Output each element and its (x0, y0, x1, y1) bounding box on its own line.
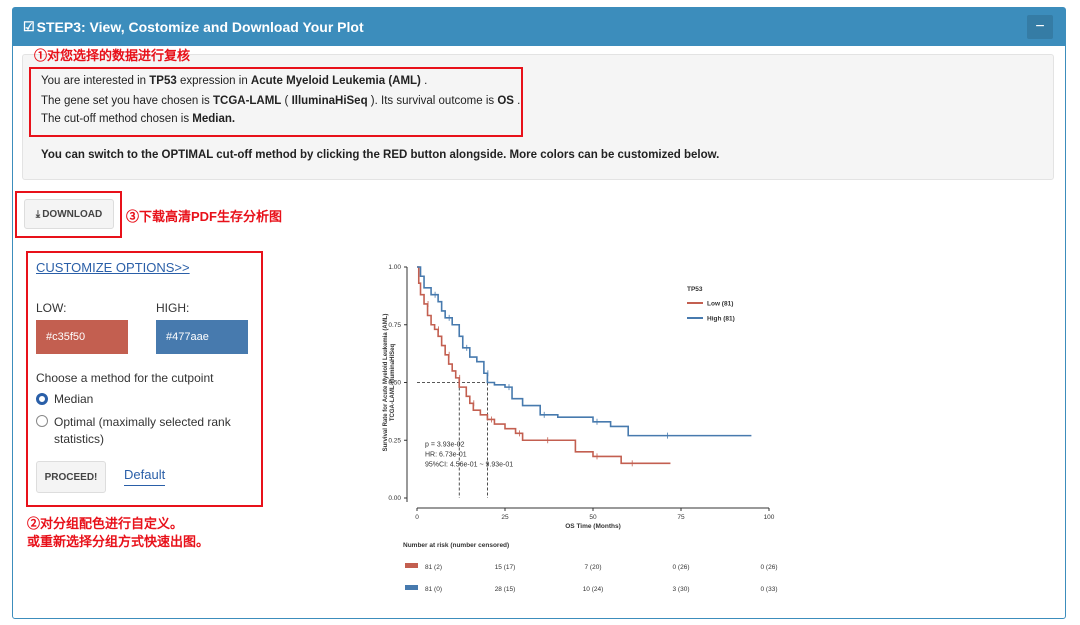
panel-header: ☑ STEP3: View, Costomize and Download Yo… (13, 8, 1065, 46)
info-line-cutoff: The cut-off method chosen is Median. (41, 113, 236, 125)
annotation-review: ①对您选择的数据进行复核 (34, 48, 191, 63)
risk-cell: 81 (2) (425, 564, 442, 571)
y-axis-title: Survival Rate for Acute Myeloid Leukemia… (383, 314, 389, 452)
cutpoint-method-label: Choose a method for the cutpoint (36, 371, 214, 385)
info-line-switch-hint: You can switch to the OPTIMAL cut-off me… (41, 149, 720, 161)
risk-cell: 28 (15) (495, 586, 516, 593)
info-line-geneset: The gene set you have chosen is TCGA-LAM… (41, 95, 521, 107)
km-curve-high (417, 266, 752, 437)
download-button[interactable]: ⤓ DOWNLOAD (24, 199, 114, 229)
download-highlight-box (15, 191, 122, 238)
stat-text: 95%CI: 4.56e-01 ~ 9.93e-01 (425, 461, 513, 468)
y-tick-label: 0.50 (388, 380, 401, 387)
collapse-button[interactable]: − (1027, 15, 1053, 39)
customize-highlight-box (26, 251, 263, 507)
risk-cell: 15 (17) (495, 564, 516, 571)
risk-cell: 0 (33) (761, 586, 778, 593)
x-axis-title: OS Time (Months) (565, 523, 621, 530)
radio-optimal[interactable]: Optimal (maximally selected rank statisti… (36, 414, 231, 448)
proceed-button[interactable]: PROCEED! (36, 461, 106, 493)
legend-title: TP53 (687, 286, 703, 293)
risk-table-title: Number at risk (number censored) (403, 542, 509, 549)
x-tick-label: 50 (589, 514, 597, 521)
customize-options-link[interactable]: CUSTOMIZE OPTIONS>> (36, 260, 190, 275)
info-line-interest: You are interested in TP53 expression in… (41, 75, 428, 87)
radio-optimal-label: Optimal (maximally selected rank statisti… (54, 415, 231, 446)
x-tick-label: 0 (415, 514, 419, 521)
download-button-label: DOWNLOAD (42, 208, 103, 220)
stat-text: p = 3.93e-02 (425, 441, 465, 448)
info-well: You are interested in TP53 expression in… (22, 54, 1054, 180)
y-axis-subtitle: TCGA-LAML-IlluminaHiSeq (390, 344, 396, 422)
legend-entry: Low (81) (707, 301, 733, 308)
risk-cell: 7 (20) (585, 564, 602, 571)
high-color-picker[interactable]: #477aae (156, 320, 248, 354)
radio-median-label: Median (54, 392, 94, 406)
risk-cell: 3 (30) (673, 586, 690, 593)
risk-cell: 0 (26) (673, 564, 690, 571)
low-color-label: LOW: (36, 301, 67, 315)
risk-cell: 81 (0) (425, 586, 442, 593)
low-color-picker[interactable]: #c35f50 (36, 320, 128, 354)
stat-text: HR: 6.73e-01 (425, 451, 467, 458)
legend-entry: High (81) (707, 316, 735, 323)
risk-cell: 10 (24) (583, 586, 604, 593)
risk-row-swatch (405, 563, 418, 568)
risk-cell: 0 (26) (761, 564, 778, 571)
annotation-download: ③下载高清PDF生存分析图 (126, 209, 283, 224)
default-link[interactable]: Default (124, 467, 166, 486)
x-tick-label: 25 (501, 514, 509, 521)
panel-title: STEP3: View, Costomize and Download Your… (36, 19, 364, 35)
y-tick-label: 0.00 (388, 495, 401, 502)
x-tick-label: 75 (677, 514, 685, 521)
risk-row-swatch (405, 585, 418, 590)
x-tick-label: 100 (764, 514, 775, 521)
download-icon: ⤓ (35, 208, 41, 220)
annotation-customize-1: ②对分组配色进行自定义。 (27, 516, 184, 531)
survival-plot: 0.00 0.25 0.50 0.75 1.00 0 25 50 75 100 OS Time (M… (383, 264, 778, 593)
y-tick-label: 1.00 (388, 264, 401, 271)
high-color-label: HIGH: (156, 301, 190, 315)
radio-median[interactable]: Median (36, 392, 93, 406)
review-highlight-box (29, 67, 523, 137)
radio-selected-icon[interactable] (36, 393, 48, 405)
km-curve-low (417, 266, 671, 465)
y-tick-label: 0.25 (388, 437, 401, 444)
annotation-customize-2: 或重新选择分组方式快速出图。 (27, 534, 210, 549)
y-tick-label: 0.75 (388, 322, 401, 329)
radio-unselected-icon[interactable] (36, 415, 48, 427)
checkbox-icon: ☑ (23, 19, 35, 34)
